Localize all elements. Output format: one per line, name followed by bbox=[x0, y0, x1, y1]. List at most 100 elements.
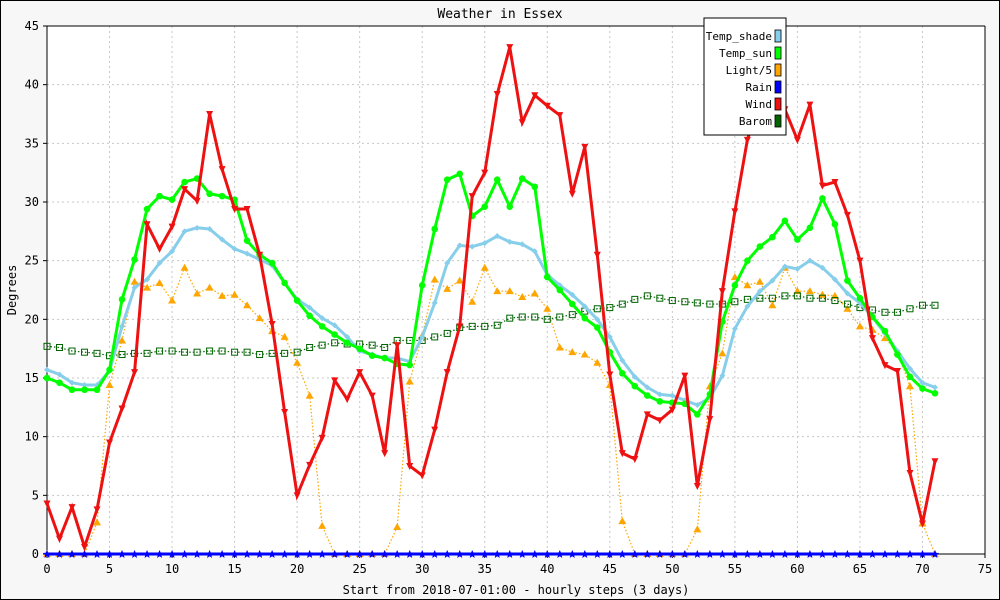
point-rain bbox=[405, 550, 414, 558]
legend-swatch-rain bbox=[774, 80, 782, 94]
point-light-5 bbox=[855, 322, 864, 330]
legend: Temp_shade Temp_sun Light/5 Rain Wind Barom bbox=[703, 17, 787, 136]
point-temp-shade bbox=[469, 243, 476, 250]
point-wind bbox=[593, 251, 601, 259]
point-light-5 bbox=[593, 358, 602, 366]
point-light-5 bbox=[293, 358, 302, 366]
point-rain bbox=[105, 550, 114, 558]
point-wind bbox=[918, 520, 926, 528]
point-rain bbox=[568, 550, 577, 558]
point-temp-shade bbox=[219, 236, 226, 243]
point-rain bbox=[480, 550, 489, 558]
point-temp-shade bbox=[744, 303, 751, 310]
point-wind bbox=[56, 535, 64, 543]
point-rain bbox=[268, 550, 277, 558]
point-temp-sun bbox=[844, 277, 851, 284]
point-wind bbox=[206, 111, 214, 118]
point-wind bbox=[606, 371, 614, 379]
point-rain bbox=[868, 550, 877, 558]
point-wind bbox=[868, 335, 876, 343]
point-rain bbox=[468, 550, 477, 558]
point-barom bbox=[731, 298, 739, 306]
point-light-5 bbox=[318, 521, 327, 529]
point-wind bbox=[631, 455, 639, 463]
point-temp-shade bbox=[69, 379, 76, 386]
point-rain bbox=[380, 550, 389, 558]
point-rain bbox=[605, 550, 614, 558]
point-wind bbox=[581, 143, 589, 151]
point-barom bbox=[331, 339, 339, 347]
point-rain bbox=[780, 550, 789, 558]
point-rain bbox=[343, 550, 352, 558]
point-wind bbox=[356, 369, 364, 377]
point-wind bbox=[43, 500, 51, 508]
point-rain bbox=[893, 550, 902, 558]
point-barom bbox=[843, 300, 851, 308]
point-barom bbox=[893, 308, 901, 316]
point-light-5 bbox=[155, 278, 164, 286]
series-barom bbox=[43, 292, 939, 360]
point-light-5 bbox=[905, 382, 914, 390]
point-rain bbox=[68, 550, 77, 558]
point-wind bbox=[443, 369, 451, 377]
point-temp-sun bbox=[769, 233, 776, 241]
point-light-5 bbox=[555, 343, 564, 351]
series-temp-sun bbox=[43, 170, 939, 418]
point-light-5 bbox=[130, 277, 139, 285]
point-rain bbox=[880, 550, 889, 558]
point-temp-sun bbox=[93, 386, 101, 394]
point-temp-shade bbox=[794, 265, 801, 272]
point-temp-sun bbox=[756, 243, 764, 250]
point-temp-sun bbox=[619, 370, 626, 377]
point-temp-sun bbox=[331, 331, 338, 338]
point-wind bbox=[931, 458, 939, 466]
point-barom bbox=[481, 322, 489, 330]
point-barom bbox=[643, 292, 651, 300]
point-barom bbox=[531, 313, 539, 321]
point-rain bbox=[768, 550, 777, 558]
point-barom bbox=[881, 308, 889, 316]
point-temp-sun bbox=[581, 314, 589, 322]
point-temp-sun bbox=[106, 366, 113, 374]
point-rain bbox=[855, 550, 864, 558]
point-barom bbox=[93, 349, 101, 357]
point-temp-shade bbox=[806, 257, 813, 264]
point-temp-shade bbox=[519, 241, 526, 248]
point-rain bbox=[805, 550, 814, 558]
point-light-5 bbox=[480, 263, 489, 271]
point-barom bbox=[593, 305, 601, 313]
point-rain bbox=[318, 550, 327, 558]
point-rain bbox=[293, 550, 302, 558]
point-temp-shade bbox=[619, 357, 626, 364]
point-barom bbox=[431, 333, 439, 341]
point-rain bbox=[255, 550, 264, 558]
x-tick-label: 40 bbox=[540, 562, 554, 576]
point-rain bbox=[430, 550, 439, 558]
point-rain bbox=[905, 550, 914, 558]
point-temp-sun bbox=[819, 195, 826, 202]
point-rain bbox=[493, 550, 502, 558]
point-wind bbox=[293, 492, 301, 500]
x-tick-label: 15 bbox=[227, 562, 241, 576]
point-rain bbox=[593, 550, 602, 558]
point-barom bbox=[906, 305, 914, 313]
point-temp-sun bbox=[343, 339, 351, 347]
point-rain bbox=[80, 550, 89, 558]
point-rain bbox=[543, 550, 552, 558]
point-barom bbox=[506, 314, 514, 322]
point-temp-shade bbox=[756, 288, 763, 295]
point-rain bbox=[418, 550, 427, 558]
point-barom bbox=[931, 301, 939, 309]
point-temp-shade bbox=[481, 240, 488, 247]
point-temp-sun bbox=[543, 273, 551, 281]
point-rain bbox=[705, 550, 714, 558]
point-light-5 bbox=[768, 301, 777, 309]
x-tick-label: 65 bbox=[853, 562, 867, 576]
point-temp-sun bbox=[531, 183, 539, 191]
point-barom bbox=[518, 313, 526, 321]
point-wind bbox=[268, 321, 276, 329]
point-temp-sun bbox=[456, 170, 464, 178]
point-temp-shade bbox=[694, 401, 701, 408]
legend-label-barom: Barom bbox=[739, 115, 772, 128]
